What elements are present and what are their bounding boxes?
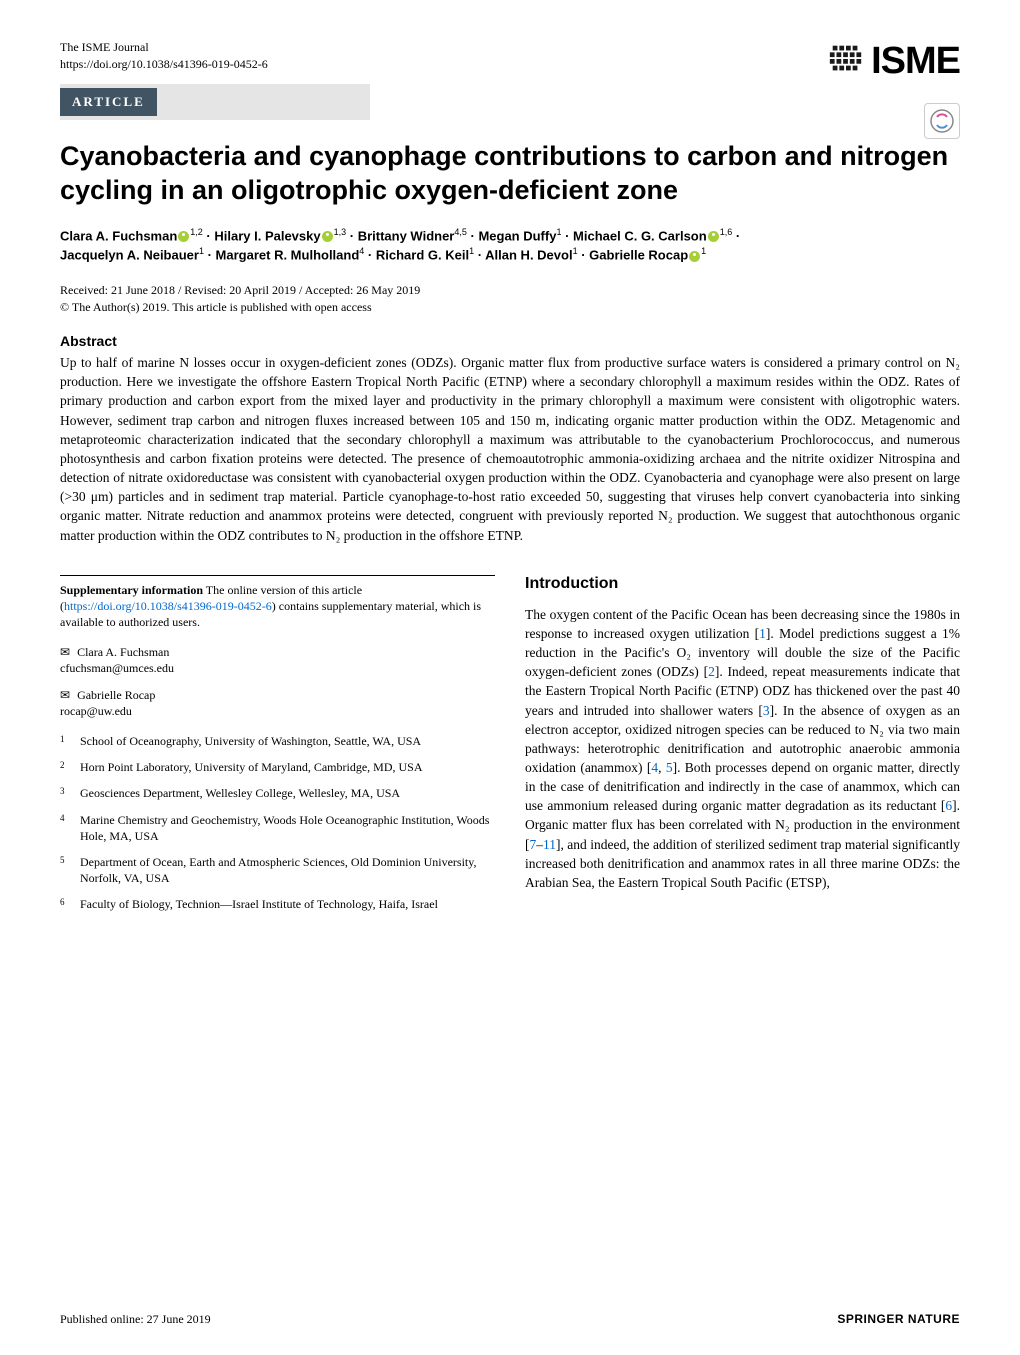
article-title: Cyanobacteria and cyanophage contributio… <box>60 140 960 208</box>
isme-logo-text: ISME <box>871 40 960 83</box>
orcid-icon[interactable] <box>689 251 700 262</box>
supp-doi-link[interactable]: https://doi.org/10.1038/s41396-019-0452-… <box>64 599 272 613</box>
affil-sup: 1 <box>469 246 474 256</box>
affil-num: 4 <box>60 812 80 844</box>
affil-num: 5 <box>60 854 80 886</box>
authors: Clara A. Fuchsman 1,2 · Hilary I. Palevsk… <box>60 226 960 266</box>
author-sep: · Michael C. G. Carlson <box>565 228 707 243</box>
orcid-icon[interactable] <box>322 231 333 242</box>
journal-doi: https://doi.org/10.1038/s41396-019-0452-… <box>60 57 960 72</box>
abstract-text: Up to half of marine N losses occur in o… <box>60 353 960 545</box>
envelope-icon: ✉ <box>60 688 70 702</box>
affiliation: 4Marine Chemistry and Geochemistry, Wood… <box>60 812 495 844</box>
corr-name: Gabrielle Rocap <box>74 688 155 702</box>
author-sep: · Megan Duffy <box>471 228 557 243</box>
introduction-text: The oxygen content of the Pacific Ocean … <box>525 605 960 892</box>
orcid-icon[interactable] <box>178 231 189 242</box>
corr-email: rocap@uw.edu <box>60 704 132 718</box>
intro-segment: , <box>658 760 666 775</box>
affiliation: 2Horn Point Laboratory, University of Ma… <box>60 759 495 775</box>
article-dates: Received: 21 June 2018 / Revised: 20 Apr… <box>60 283 960 298</box>
author: Jacquelyn A. Neibauer <box>60 248 199 263</box>
affil-sup: 1,2 <box>190 227 203 237</box>
citation-link[interactable]: 2 <box>708 664 715 679</box>
affil-sup: 1 <box>701 246 706 256</box>
author-sep: · Gabrielle Rocap <box>581 248 688 263</box>
affil-sup: 1 <box>573 246 578 256</box>
affil-sup: 1,3 <box>334 227 347 237</box>
affil-text: School of Oceanography, University of Wa… <box>80 733 495 749</box>
author-sep: · Brittany Widner <box>350 228 455 243</box>
author-sep: · Hilary I. Palevsky <box>206 228 320 243</box>
page-footer: Published online: 27 June 2019 SPRINGER … <box>60 1312 960 1327</box>
logo-area: ISME <box>827 40 960 144</box>
author: Clara A. Fuchsman <box>60 228 177 243</box>
supp-info-label: Supplementary information <box>60 583 203 597</box>
affil-sup: 4 <box>359 246 364 256</box>
affil-sup: 1 <box>556 227 561 237</box>
abstract-heading: Abstract <box>60 333 960 349</box>
citation-link[interactable]: 3 <box>763 703 770 718</box>
left-column: Supplementary information The online ver… <box>60 575 495 923</box>
intro-segment: – <box>536 837 543 852</box>
affiliations-list: 1School of Oceanography, University of W… <box>60 733 495 913</box>
isme-logo: ISME <box>827 40 960 83</box>
check-updates-badge[interactable] <box>924 103 960 139</box>
affiliation: 5Department of Ocean, Earth and Atmosphe… <box>60 854 495 886</box>
affil-sup: 4,5 <box>454 227 467 237</box>
citation-link[interactable]: 5 <box>666 760 673 775</box>
corr-name: Clara A. Fuchsman <box>74 645 169 659</box>
copyright: © The Author(s) 2019. This article is pu… <box>60 300 960 315</box>
article-label: ARTICLE <box>60 88 157 116</box>
article-label-block: ARTICLE <box>60 84 370 120</box>
intro-segment: ], and indeed, the addition of sterilize… <box>525 837 960 890</box>
affil-text: Department of Ocean, Earth and Atmospher… <box>80 854 495 886</box>
corresponding-author: ✉ Gabrielle Rocap rocap@uw.edu <box>60 687 495 719</box>
author-sep: · Richard G. Keil <box>368 248 469 263</box>
orcid-icon[interactable] <box>708 231 719 242</box>
right-column: Introduction The oxygen content of the P… <box>525 575 960 923</box>
affil-num: 6 <box>60 896 80 912</box>
published-date: Published online: 27 June 2019 <box>60 1312 211 1327</box>
author-sep: · Allan H. Devol <box>478 248 573 263</box>
journal-name: The ISME Journal <box>60 40 960 55</box>
citation-link[interactable]: 1 <box>759 626 766 641</box>
introduction-heading: Introduction <box>525 575 960 593</box>
affil-text: Geosciences Department, Wellesley Colleg… <box>80 785 495 801</box>
affiliation: 3Geosciences Department, Wellesley Colle… <box>60 785 495 801</box>
affil-text: Faculty of Biology, Technion—Israel Inst… <box>80 896 495 912</box>
affil-text: Marine Chemistry and Geochemistry, Woods… <box>80 812 495 844</box>
publisher-name: SPRINGER NATURE <box>837 1312 960 1327</box>
affiliation: 6Faculty of Biology, Technion—Israel Ins… <box>60 896 495 912</box>
affiliation: 1School of Oceanography, University of W… <box>60 733 495 749</box>
author-sep: · <box>736 228 740 243</box>
affil-sup: 1,6 <box>720 227 733 237</box>
affil-sup: 1 <box>199 246 204 256</box>
corr-email: cfuchsman@umces.edu <box>60 661 174 675</box>
affil-num: 2 <box>60 759 80 775</box>
envelope-icon: ✉ <box>60 645 70 659</box>
citation-link[interactable]: 11 <box>543 837 556 852</box>
affil-num: 3 <box>60 785 80 801</box>
affil-text: Horn Point Laboratory, University of Mar… <box>80 759 495 775</box>
globe-icon <box>827 40 865 83</box>
author-sep: · Margaret R. Mulholland <box>208 248 360 263</box>
corresponding-author: ✉ Clara A. Fuchsman cfuchsman@umces.edu <box>60 644 495 676</box>
affil-num: 1 <box>60 733 80 749</box>
supplementary-info: Supplementary information The online ver… <box>60 575 495 631</box>
